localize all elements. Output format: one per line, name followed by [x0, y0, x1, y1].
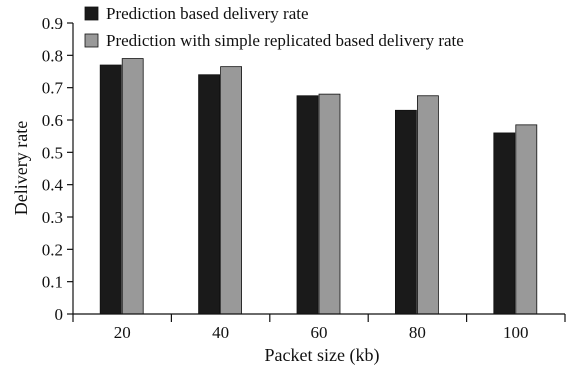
y-axis-title: Delivery rate	[11, 121, 31, 215]
y-ticks-group: 0 0.1 0.2 0.3 0.4 0.5 0.6 0.7 0.8 0.9	[42, 14, 73, 324]
x-axis-group: 20 40 60 80 100	[72, 314, 566, 342]
bar-series-1-100	[493, 132, 516, 315]
legend-label-series-2: Prediction with simple replicated based …	[106, 31, 464, 50]
y-tick-label: 0.5	[42, 143, 63, 162]
x-tick-label: 100	[503, 323, 529, 342]
y-tick-label: 0.3	[42, 208, 63, 227]
bars-group	[99, 58, 538, 315]
bar-series-1-60	[296, 95, 319, 315]
legend: Prediction based delivery rate Predictio…	[84, 4, 464, 50]
y-tick-label: 0.1	[42, 273, 63, 292]
x-tick-label: 20	[114, 323, 131, 342]
legend-label-series-1: Prediction based delivery rate	[106, 4, 309, 23]
x-tick-label: 40	[212, 323, 229, 342]
y-tick-label: 0.6	[42, 111, 63, 130]
y-tick-label: 0.8	[42, 46, 63, 65]
bar-series-2-20	[121, 58, 144, 315]
legend-swatch-series-2	[84, 33, 99, 48]
y-tick-label: 0.7	[42, 79, 64, 98]
y-tick-label: 0.2	[42, 240, 63, 259]
bar-series-1-40	[198, 74, 221, 315]
y-tick-label: 0.9	[42, 14, 63, 33]
y-tick-label: 0	[55, 305, 64, 324]
x-axis-title: Packet size (kb)	[265, 345, 380, 366]
x-tick-label: 60	[311, 323, 328, 342]
bar-series-1-80	[394, 109, 417, 315]
x-tick-label: 80	[409, 323, 426, 342]
bar-series-2-80	[416, 95, 439, 315]
bar-series-2-60	[318, 93, 341, 315]
bar-series-1-20	[99, 64, 122, 315]
bar-series-2-40	[220, 66, 243, 315]
legend-swatch-series-1	[84, 6, 99, 21]
y-tick-label: 0.4	[42, 176, 64, 195]
bar-series-2-100	[515, 124, 538, 315]
